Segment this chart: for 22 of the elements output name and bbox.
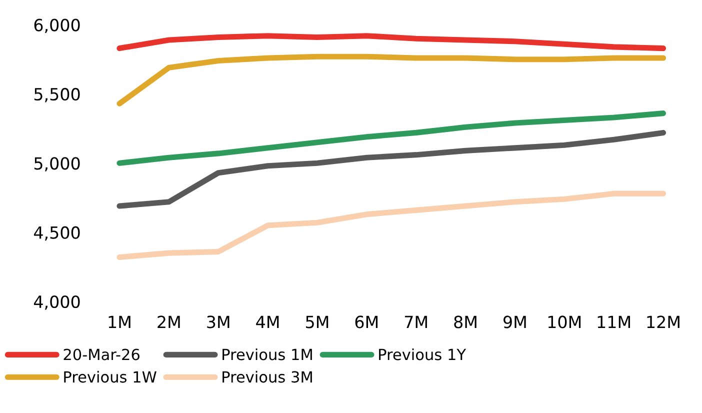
legend-label: Previous 1M [222, 348, 312, 360]
x-tick-label: 11M [598, 316, 630, 328]
x-tick-label: 10M [548, 316, 581, 328]
legend-label: Previous 3M [222, 370, 312, 383]
x-tick-label: 3M [207, 316, 230, 328]
legend-label: 20-Mar-26 [64, 348, 140, 360]
y-tick-label: 5,500 [34, 88, 80, 102]
legend-label: Previous 1W [64, 370, 156, 383]
legend-label: Previous 1Y [379, 348, 466, 360]
x-tick-label: 6M [355, 316, 378, 328]
x-tick-label: 2M [158, 316, 180, 328]
y-tick-label: 6,000 [34, 18, 80, 34]
x-tick-label: 12M [647, 316, 680, 328]
x-tick-label: 4M [256, 316, 279, 328]
y-tick-label: 4,500 [34, 226, 80, 241]
x-tick-label: 9M [504, 316, 526, 328]
y-tick-label: 4,000 [34, 295, 80, 310]
x-tick-label: 1M [108, 316, 130, 328]
x-tick-label: 7M [404, 316, 427, 328]
x-tick-label: 8M [454, 316, 476, 328]
y-tick-label: 5,000 [34, 157, 80, 172]
x-tick-label: 5M [306, 316, 328, 328]
